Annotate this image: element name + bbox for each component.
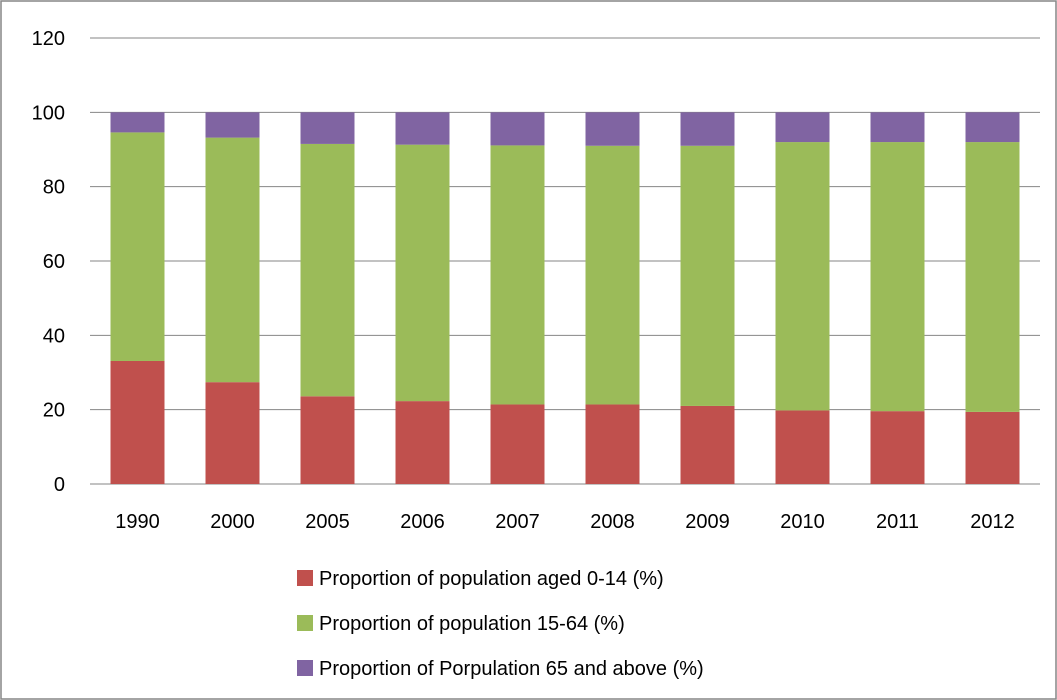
legend-swatch	[297, 615, 313, 631]
y-tick-label: 0	[54, 474, 65, 496]
x-tick-label: 2008	[590, 511, 635, 533]
legend-label: Proportion of population aged 0-14 (%)	[319, 568, 664, 590]
x-tick-label: 2010	[780, 511, 825, 533]
x-tick-label: 2007	[495, 511, 540, 533]
legend-label: Proportion of population 15-64 (%)	[319, 613, 625, 635]
bar-segment	[300, 112, 355, 144]
bar-segment	[775, 142, 830, 411]
bar-segment	[870, 112, 925, 143]
bar-segment	[965, 112, 1020, 143]
x-tick-label: 2012	[970, 511, 1015, 533]
bar-segment	[300, 396, 355, 484]
bar-segment	[870, 142, 925, 412]
bar-segment	[110, 132, 165, 361]
y-tick-label: 120	[32, 28, 65, 50]
bar-segment	[395, 112, 450, 145]
y-tick-label: 60	[43, 251, 65, 273]
x-tick-label: 1990	[115, 511, 160, 533]
bar-segment	[205, 382, 260, 484]
bar-segment	[205, 112, 260, 138]
bar-segment	[775, 410, 830, 484]
bar-segment	[205, 137, 260, 383]
axes: 0 20 40 60 80 100 120 1990 2000 2005 2006 2007 2008 2…	[32, 28, 1015, 533]
bar-segment	[395, 144, 450, 402]
x-tick-label: 2005	[305, 511, 350, 533]
bar-segment	[775, 112, 830, 143]
bar-segment	[490, 112, 545, 146]
bar-segment	[585, 145, 640, 405]
bar-segment	[300, 143, 355, 397]
x-tick-label: 2009	[685, 511, 730, 533]
bar-segment	[110, 112, 165, 133]
legend: Proportion of population aged 0-14 (%) Pr…	[297, 568, 704, 680]
legend-swatch	[297, 570, 313, 586]
bar-segment	[585, 112, 640, 146]
x-tick-label: 2006	[400, 511, 445, 533]
legend-swatch	[297, 660, 313, 676]
bar-segment	[680, 405, 735, 484]
bars	[110, 112, 1020, 484]
y-tick-label: 40	[43, 325, 65, 347]
bar-segment	[870, 411, 925, 484]
bar-segment	[585, 404, 640, 484]
bar-segment	[965, 142, 1020, 412]
bar-segment	[490, 404, 545, 484]
bar-segment	[490, 145, 545, 405]
bar-segment	[965, 411, 1020, 484]
y-tick-label: 80	[43, 177, 65, 199]
x-tick-label: 2000	[210, 511, 255, 533]
y-tick-label: 20	[43, 400, 65, 422]
y-tick-label: 100	[32, 102, 65, 124]
legend-label: Proportion of Porpulation 65 and above (…	[319, 658, 704, 680]
bar-segment	[680, 112, 735, 146]
bar-segment	[110, 360, 165, 484]
x-tick-label: 2011	[876, 511, 919, 533]
bar-segment	[680, 145, 735, 406]
bar-segment	[395, 401, 450, 484]
